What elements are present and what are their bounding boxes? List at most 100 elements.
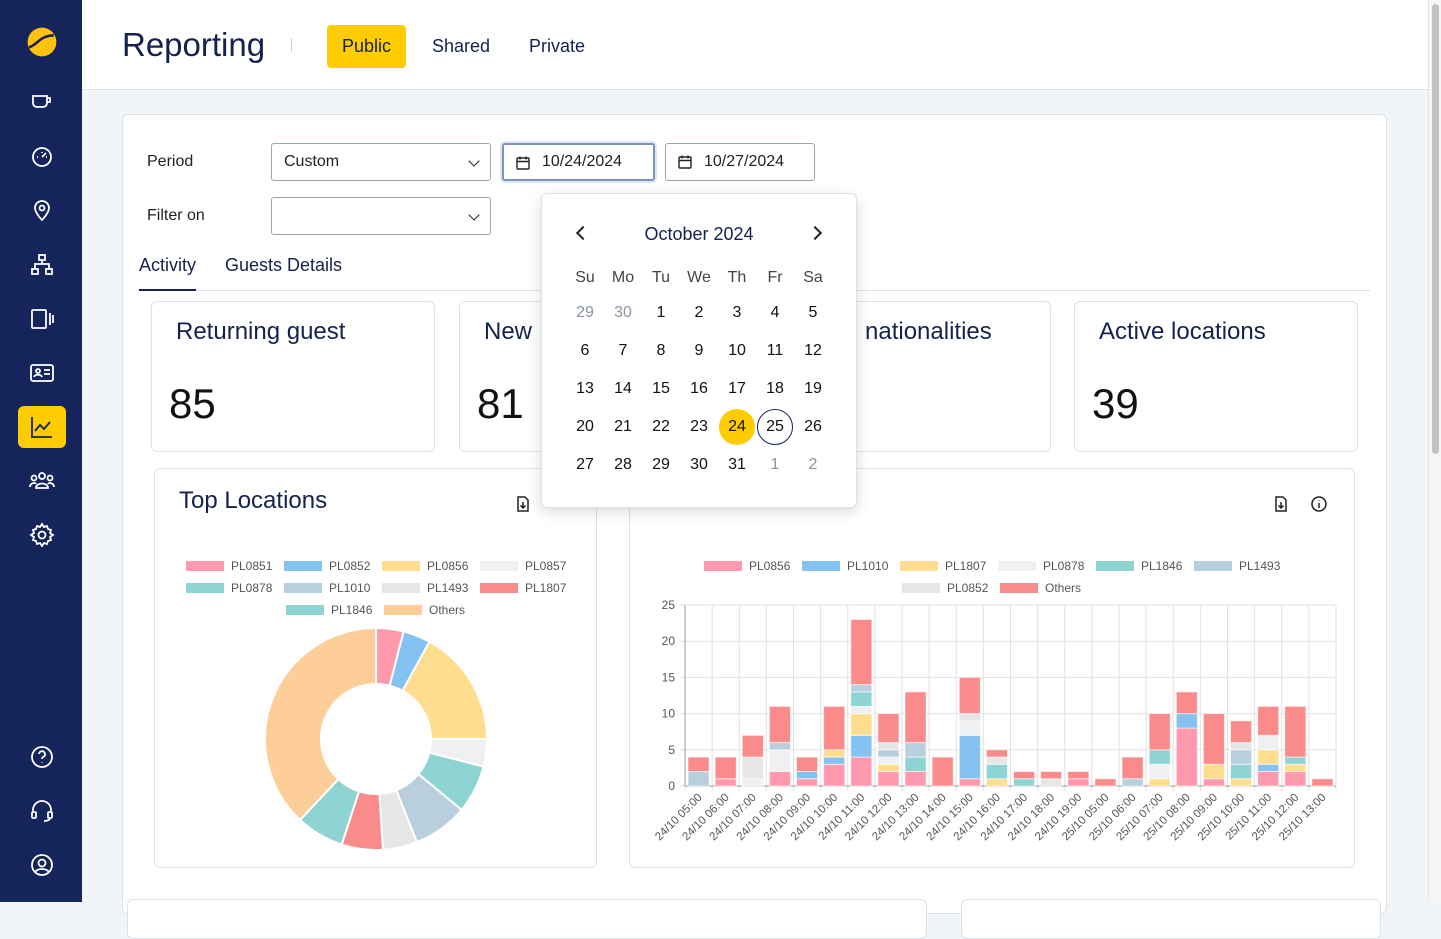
calendar-day[interactable]: 17 (728, 380, 746, 397)
calendar-day[interactable]: 29 (576, 304, 594, 321)
bar-segment-PL1846[interactable] (850, 691, 873, 707)
subtab-guests-details[interactable]: Guests Details (225, 255, 343, 275)
bar-segment-PL1807[interactable] (1230, 778, 1253, 787)
calendar-day[interactable]: 1 (656, 304, 666, 321)
calendar-day[interactable]: 10 (728, 342, 746, 359)
bar-segment-PL0856[interactable] (877, 771, 900, 787)
bar-segment-PL1010[interactable] (850, 734, 873, 758)
bar-segment-PL1807[interactable] (985, 778, 1008, 787)
bar-segment-PL0856[interactable] (1202, 778, 1225, 787)
bar-segment-Others[interactable] (1202, 713, 1225, 765)
bar-segment-PL1846[interactable] (1284, 756, 1307, 765)
calendar-day[interactable]: 15 (652, 380, 670, 397)
bar-segment-PL0878[interactable] (741, 778, 764, 787)
calendar-day[interactable]: 14 (614, 380, 632, 397)
bar-segment-Others[interactable] (1175, 691, 1198, 715)
bar-segment-PL1493[interactable] (877, 749, 900, 758)
bar-segment-PL0852[interactable] (985, 756, 1008, 765)
bar-segment-Others[interactable] (931, 756, 954, 787)
bar-segment-Others[interactable] (958, 676, 981, 715)
calendar-day[interactable]: 22 (652, 418, 670, 435)
calendar-day[interactable]: 8 (656, 342, 666, 359)
sidebar-item-dashboard[interactable] (18, 136, 66, 178)
bar-segment-PL0878[interactable] (877, 756, 900, 765)
bar-segment-PL0878[interactable] (768, 749, 791, 773)
bar-segment-PL0856[interactable] (768, 771, 791, 787)
sidebar-item-account[interactable] (18, 844, 66, 886)
bar-segment-Others[interactable] (1121, 756, 1144, 780)
calendar-day[interactable]: 23 (690, 418, 708, 435)
calendar-day[interactable]: 21 (614, 418, 632, 435)
bar-segment-Others[interactable] (714, 756, 737, 780)
bar-segment-PL1010[interactable] (796, 771, 819, 780)
bar-segment-PL0878[interactable] (958, 720, 981, 736)
bar-segment-Others[interactable] (1067, 771, 1090, 780)
calendar-day[interactable]: 5 (808, 304, 818, 321)
bar-segment-PL1493[interactable] (1230, 749, 1253, 765)
calendar-day[interactable]: 9 (694, 342, 704, 359)
calendar-day[interactable]: 31 (728, 456, 746, 473)
bar-segment-Others[interactable] (823, 705, 846, 751)
calendar-day[interactable]: 29 (652, 456, 670, 473)
bar-segment-PL1846[interactable] (904, 756, 927, 773)
bar-segment-PL0878[interactable] (1257, 734, 1280, 751)
bar-segment-Others[interactable] (1257, 705, 1280, 736)
bar-segment-PL1807[interactable] (850, 713, 873, 736)
bar-segment-PL1807[interactable] (1148, 778, 1171, 787)
bar-segment-Others[interactable] (687, 756, 710, 773)
calendar-day[interactable]: 2 (694, 304, 704, 321)
bar-segment-PL1846[interactable] (1148, 749, 1171, 765)
calendar-day[interactable]: 26 (804, 418, 822, 435)
bar-segment-Others[interactable] (768, 705, 791, 744)
bar-segment-PL0852[interactable] (1230, 742, 1253, 751)
bar-segment-PL1807[interactable] (877, 763, 900, 773)
bar-segment-PL0856[interactable] (1067, 778, 1090, 787)
donut-slice-Others[interactable] (264, 626, 377, 822)
bar-segment-Others[interactable] (1013, 771, 1036, 780)
bar-segment-Others[interactable] (1148, 713, 1171, 751)
bar-segment-PL1010[interactable] (823, 756, 846, 765)
bar-segment-PL0856[interactable] (1257, 771, 1280, 787)
calendar-day[interactable]: 18 (766, 380, 784, 397)
tab-private[interactable]: Private (529, 36, 586, 56)
calendar-day[interactable]: 11 (766, 342, 784, 359)
bar-segment-PL1493[interactable] (687, 771, 710, 787)
sidebar-item-users[interactable] (18, 460, 66, 502)
calendar-day[interactable]: 12 (804, 342, 822, 359)
bar-segment-Others[interactable] (1230, 720, 1253, 744)
bar-segment-PL1493[interactable] (904, 742, 927, 758)
bar-segment-Others[interactable] (985, 749, 1008, 758)
bar-segment-Others[interactable] (796, 756, 819, 773)
bar-segment-PL1010[interactable] (1257, 763, 1280, 773)
sidebar-item-cup[interactable] (18, 81, 66, 123)
end-date-input[interactable]: 10/27/2024 (665, 143, 815, 181)
calendar-day[interactable]: 6 (580, 342, 590, 359)
bar-segment-PL0856[interactable] (1284, 771, 1307, 787)
bar-segment-Others[interactable] (1284, 705, 1307, 758)
bar-segment-PL0852[interactable] (877, 742, 900, 751)
bar-segment-PL0852[interactable] (958, 713, 981, 722)
bar-segment-PL0856[interactable] (796, 778, 819, 787)
bar-segment-Others[interactable] (877, 713, 900, 744)
bar-segment-PL1807[interactable] (1284, 763, 1307, 773)
bar-segment-PL0856[interactable] (1175, 727, 1198, 787)
tab-public[interactable]: Public (327, 25, 407, 68)
download-icon[interactable] (514, 495, 532, 513)
bar-segment-PL0852[interactable] (1040, 778, 1063, 787)
calendar-day[interactable]: 19 (804, 380, 822, 397)
bar-segment-PL0856[interactable] (823, 763, 846, 787)
logo[interactable] (18, 21, 66, 63)
calendar-day[interactable]: 2 (808, 456, 818, 473)
bar-segment-PL1807[interactable] (1257, 749, 1280, 765)
bar-segment-PL0856[interactable] (958, 778, 981, 787)
calendar-day[interactable]: 16 (690, 380, 708, 397)
sidebar-item-chart[interactable] (18, 406, 66, 448)
bar-segment-Others[interactable] (1094, 778, 1117, 787)
bar-segment-PL1807[interactable] (1202, 763, 1225, 780)
bar-segment-PL0878[interactable] (850, 705, 873, 715)
subtab-activity[interactable]: Activity (139, 253, 197, 291)
sidebar-item-help[interactable] (18, 736, 66, 778)
bar-segment-Others[interactable] (850, 618, 873, 686)
bar-segment-Others[interactable] (1040, 771, 1063, 780)
bar-segment-PL0856[interactable] (850, 756, 873, 787)
